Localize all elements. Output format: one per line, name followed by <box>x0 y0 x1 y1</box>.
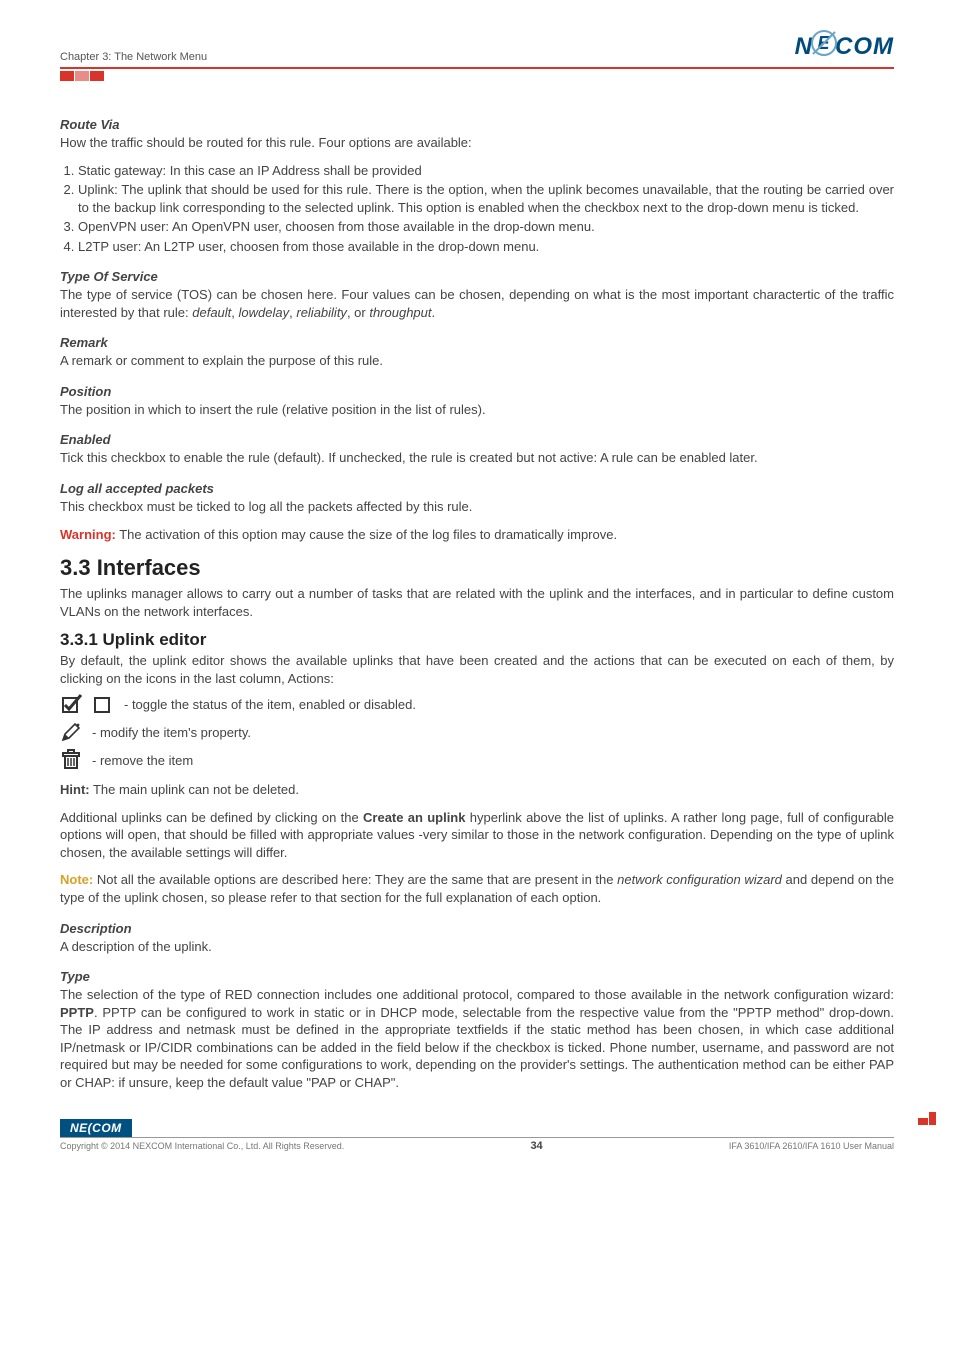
text-em: throughput <box>369 305 431 320</box>
trash-icon <box>60 749 82 771</box>
text-em: default <box>192 305 231 320</box>
text-log: This checkbox must be ticked to log all … <box>60 498 894 516</box>
header-ornament <box>60 71 894 81</box>
text-description: A description of the uplink. <box>60 938 894 956</box>
footer-copyright: Copyright © 2014 NEXCOM International Co… <box>60 1141 344 1151</box>
heading-route-via: Route Via <box>60 117 894 132</box>
text-em: reliability <box>296 305 347 320</box>
footer-page-number: 34 <box>530 1140 542 1152</box>
list-route-via: Static gateway: In this case an IP Addre… <box>60 162 894 256</box>
checkbox-unchecked-icon <box>92 693 114 715</box>
brand-logo: N E COM <box>795 30 894 63</box>
heading-log: Log all accepted packets <box>60 481 894 496</box>
text-run: , or <box>347 305 369 320</box>
heading-tos: Type Of Service <box>60 269 894 284</box>
icon-line-label: - modify the item's property. <box>92 725 251 740</box>
heading-uplink-editor: 3.3.1 Uplink editor <box>60 630 894 650</box>
text-remark: A remark or comment to explain the purpo… <box>60 352 894 370</box>
hint-label: Hint: <box>60 782 90 797</box>
text-tos: The type of service (TOS) can be chosen … <box>60 286 894 321</box>
icon-line-remove: - remove the item <box>60 749 894 771</box>
note-label: Note: <box>60 872 93 887</box>
text-run: . <box>432 305 436 320</box>
text-interfaces-intro: The uplinks manager allows to carry out … <box>60 585 894 620</box>
footer: NE(COM Copyright © 2014 NEXCOM Internati… <box>60 1119 894 1152</box>
text-em: network configuration wizard <box>617 872 782 887</box>
logo-part-right: COM <box>835 33 894 61</box>
text-run: , <box>231 305 238 320</box>
footer-logo: NE(COM <box>60 1119 132 1137</box>
icon-line-modify: - modify the item's property. <box>60 721 894 743</box>
text-route-via-intro: How the traffic should be routed for thi… <box>60 134 894 152</box>
warning-line: Warning: The activation of this option m… <box>60 526 894 544</box>
header-rule <box>60 67 894 69</box>
warning-text: The activation of this option may cause … <box>116 527 617 542</box>
text-uplink-create: Additional uplinks can be defined by cli… <box>60 809 894 862</box>
heading-type: Type <box>60 969 894 984</box>
text-uplink-intro: By default, the uplink editor shows the … <box>60 652 894 687</box>
list-item: L2TP user: An L2TP user, choosen from th… <box>78 238 894 256</box>
text-type: The selection of the type of RED connect… <box>60 986 894 1091</box>
text-run: Additional uplinks can be defined by cli… <box>60 810 363 825</box>
checkbox-checked-icon <box>60 693 82 715</box>
icon-line-label: - remove the item <box>92 753 193 768</box>
text-run: . PPTP can be configured to work in stat… <box>60 1005 894 1090</box>
heading-description: Description <box>60 921 894 936</box>
text-enabled: Tick this checkbox to enable the rule (d… <box>60 449 894 467</box>
footer-ornament <box>918 1112 936 1130</box>
heading-remark: Remark <box>60 335 894 350</box>
text-em: lowdelay <box>239 305 290 320</box>
warning-label: Warning: <box>60 527 116 542</box>
heading-position: Position <box>60 384 894 399</box>
list-item: Static gateway: In this case an IP Addre… <box>78 162 894 180</box>
hint-text: The main uplink can not be deleted. <box>90 782 299 797</box>
icon-line-toggle: - toggle the status of the item, enabled… <box>60 693 894 715</box>
pencil-icon <box>60 721 82 743</box>
text-position: The position in which to insert the rule… <box>60 401 894 419</box>
list-item: OpenVPN user: An OpenVPN user, choosen f… <box>78 218 894 236</box>
heading-interfaces: 3.3 Interfaces <box>60 555 894 581</box>
icon-line-label: - toggle the status of the item, enabled… <box>124 697 416 712</box>
text-bold: PPTP <box>60 1005 94 1020</box>
footer-manual: IFA 3610/IFA 2610/IFA 1610 User Manual <box>729 1141 894 1151</box>
text-run: The selection of the type of RED connect… <box>60 987 894 1002</box>
text-run: Not all the available options are descri… <box>93 872 617 887</box>
list-item: Uplink: The uplink that should be used f… <box>78 181 894 216</box>
chapter-label: Chapter 3: The Network Menu <box>60 51 207 63</box>
text-run: The type of service (TOS) can be chosen … <box>60 287 894 320</box>
hint-line: Hint: The main uplink can not be deleted… <box>60 781 894 799</box>
logo-part-mid: E <box>811 30 837 63</box>
note-line: Note: Not all the available options are … <box>60 871 894 906</box>
heading-enabled: Enabled <box>60 432 894 447</box>
text-bold: Create an uplink <box>363 810 465 825</box>
